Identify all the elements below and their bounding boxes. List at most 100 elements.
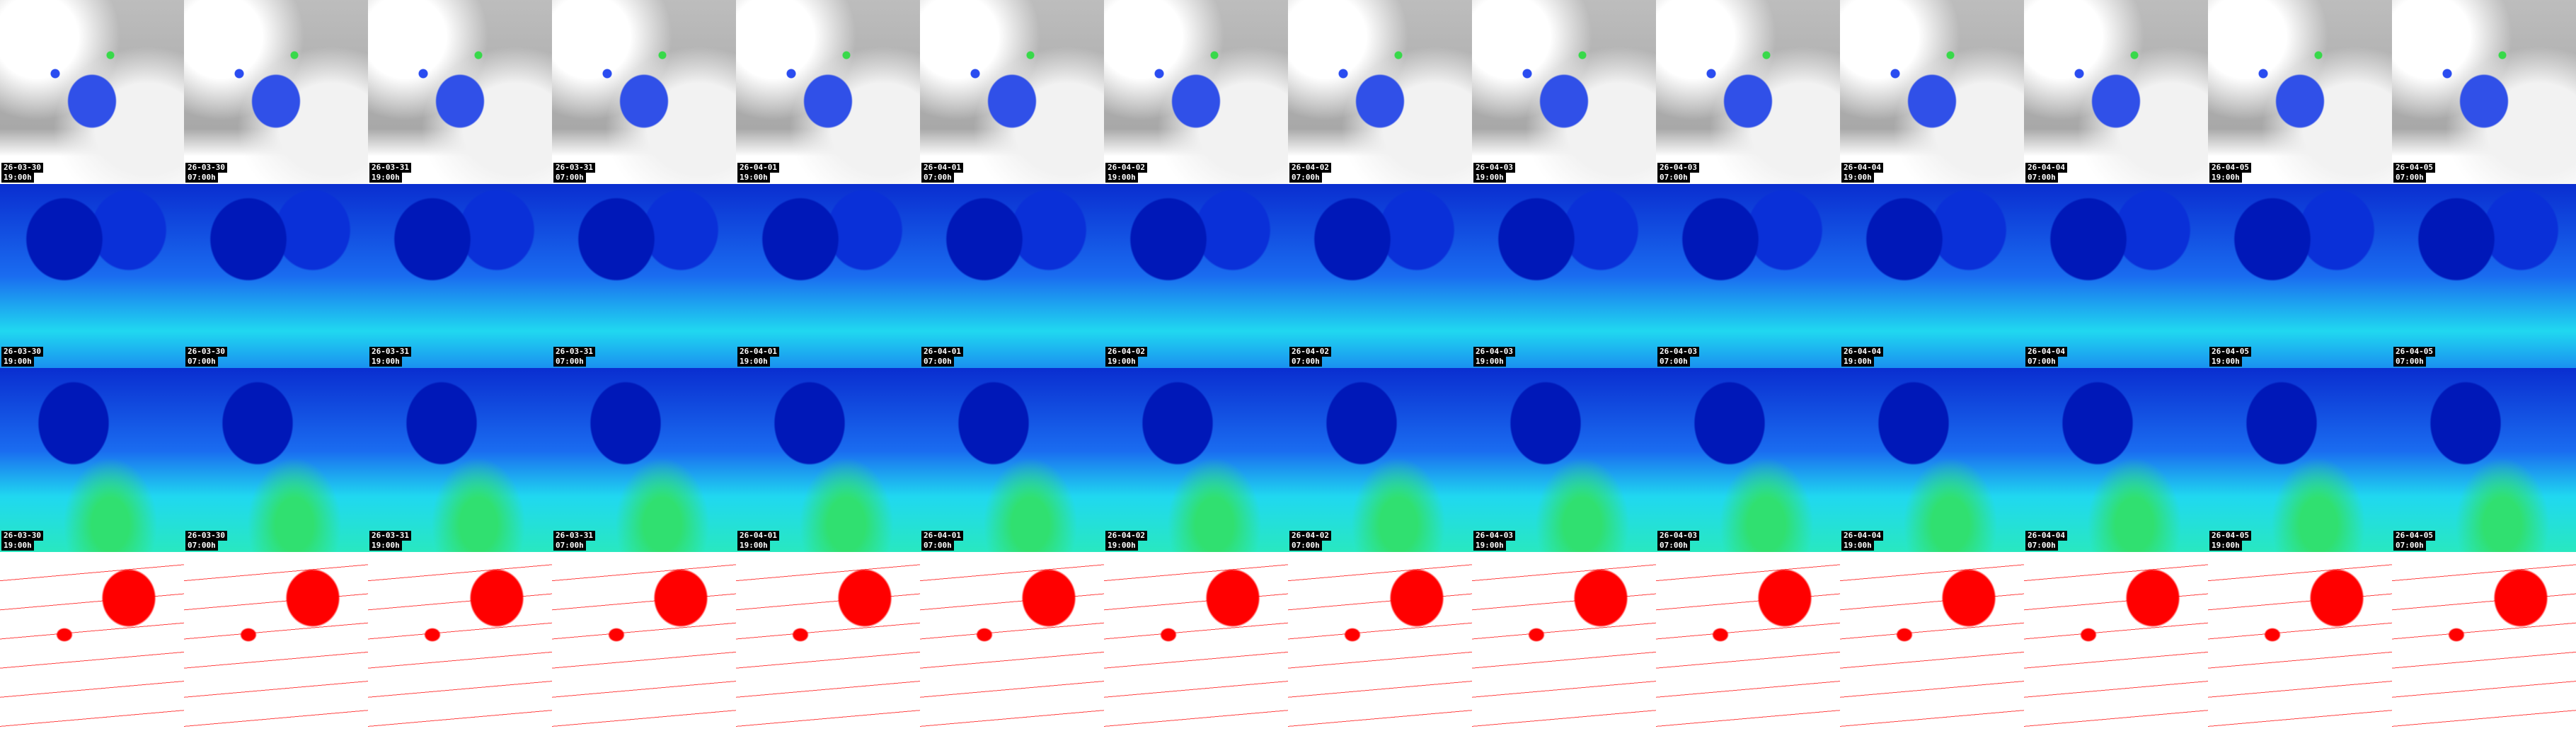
map-thumbnail[interactable]: 26-04-03 19:00h	[1472, 0, 1656, 184]
date-label: 26-04-04	[1841, 531, 1883, 541]
map-thumbnail[interactable]: 26-03-30 07:00h	[184, 0, 368, 184]
map-thumbnail[interactable]: 26-04-01 19:00h	[736, 368, 920, 552]
map-thumbnail[interactable]: 26-03-31 19:00h	[368, 368, 552, 552]
map-thumbnail[interactable]: 26-04-01 07:00h	[920, 184, 1104, 368]
map-thumbnail[interactable]: 26-04-03 07:00h	[1656, 184, 1840, 368]
time-label: 19:00h	[1841, 173, 1874, 183]
time-label: 19:00h	[1, 173, 34, 183]
date-label: 26-04-02	[1105, 531, 1147, 541]
map-thumbnail[interactable]: 26-04-03 19:00h	[1472, 368, 1656, 552]
map-thumbnail[interactable]: 26-04-02 19:00h	[1104, 184, 1288, 368]
map-thumbnail[interactable]: 26-03-31 19:00h	[368, 0, 552, 184]
map-thumbnail[interactable]	[920, 552, 1104, 736]
map-thumbnail[interactable]: 26-04-03 07:00h	[1656, 0, 1840, 184]
map-thumbnail[interactable]: 26-04-02 07:00h	[1288, 184, 1472, 368]
date-label: 26-04-03	[1657, 347, 1699, 357]
date-label: 26-03-31	[553, 531, 595, 541]
map-thumbnail[interactable]: 26-04-02 19:00h	[1104, 0, 1288, 184]
map-thumbnail[interactable]: 26-04-01 07:00h	[920, 0, 1104, 184]
map-thumbnail[interactable]: 26-03-30 19:00h	[0, 368, 184, 552]
map-thumbnail[interactable]	[736, 552, 920, 736]
map-thumbnail[interactable]: 26-04-05 19:00h	[2208, 0, 2392, 184]
time-label: 07:00h	[2393, 173, 2426, 183]
time-label: 19:00h	[1473, 357, 1506, 367]
date-label: 26-04-03	[1473, 347, 1515, 357]
date-label: 26-04-04	[2025, 531, 2067, 541]
time-label: 19:00h	[737, 541, 770, 551]
date-label: 26-03-31	[553, 163, 595, 173]
time-label: 07:00h	[553, 357, 586, 367]
date-label: 26-03-30	[185, 347, 227, 357]
map-thumbnail[interactable]	[2208, 552, 2392, 736]
time-label: 07:00h	[185, 357, 218, 367]
date-label: 26-04-01	[921, 531, 963, 541]
map-thumbnail[interactable]	[1656, 552, 1840, 736]
date-label: 26-04-05	[2393, 347, 2435, 357]
map-thumbnail[interactable]: 26-03-31 19:00h	[368, 184, 552, 368]
map-thumbnail[interactable]: 26-04-02 07:00h	[1288, 0, 1472, 184]
map-thumbnail[interactable]: 26-04-05 07:00h	[2392, 0, 2576, 184]
time-label: 07:00h	[921, 541, 954, 551]
map-thumbnail[interactable]	[184, 552, 368, 736]
map-thumbnail[interactable]	[552, 552, 736, 736]
map-thumbnail[interactable]	[1288, 552, 1472, 736]
map-thumbnail[interactable]: 26-04-04 07:00h	[2024, 368, 2208, 552]
date-label: 26-04-03	[1657, 163, 1699, 173]
date-label: 26-03-30	[1, 531, 43, 541]
map-thumbnail[interactable]: 26-04-04 19:00h	[1840, 184, 2024, 368]
time-label: 19:00h	[369, 357, 402, 367]
date-label: 26-04-01	[737, 163, 779, 173]
map-thumbnail[interactable]	[1472, 552, 1656, 736]
time-label: 07:00h	[2025, 357, 2058, 367]
map-thumbnail[interactable]	[0, 552, 184, 736]
map-thumbnail[interactable]: 26-04-01 19:00h	[736, 184, 920, 368]
time-label: 07:00h	[185, 541, 218, 551]
map-thumbnail[interactable]	[1104, 552, 1288, 736]
time-label: 19:00h	[1105, 541, 1138, 551]
map-thumbnail[interactable]	[2392, 552, 2576, 736]
map-thumbnail[interactable]: 26-04-05 07:00h	[2392, 184, 2576, 368]
map-thumbnail[interactable]: 26-04-02 07:00h	[1288, 368, 1472, 552]
map-thumbnail[interactable]: 26-04-05 07:00h	[2392, 368, 2576, 552]
date-label: 26-03-31	[553, 347, 595, 357]
map-thumbnail[interactable]: 26-04-05 19:00h	[2208, 368, 2392, 552]
map-thumbnail[interactable]: 26-04-01 19:00h	[736, 0, 920, 184]
date-label: 26-04-01	[921, 163, 963, 173]
map-thumbnail[interactable]	[1840, 552, 2024, 736]
map-thumbnail[interactable]: 26-03-31 07:00h	[552, 184, 736, 368]
date-label: 26-04-04	[1841, 347, 1883, 357]
time-label: 19:00h	[2209, 173, 2242, 183]
date-label: 26-04-02	[1105, 163, 1147, 173]
map-thumbnail[interactable]	[368, 552, 552, 736]
time-label: 19:00h	[1105, 173, 1138, 183]
time-label: 07:00h	[2393, 357, 2426, 367]
map-thumbnail[interactable]: 26-04-01 07:00h	[920, 368, 1104, 552]
map-thumbnail[interactable]: 26-03-30 07:00h	[184, 184, 368, 368]
map-thumbnail[interactable]: 26-03-31 07:00h	[552, 0, 736, 184]
time-label: 19:00h	[1841, 357, 1874, 367]
time-label: 19:00h	[1, 357, 34, 367]
time-label: 07:00h	[1289, 541, 1322, 551]
date-label: 26-03-30	[1, 347, 43, 357]
time-label: 07:00h	[1289, 173, 1322, 183]
map-thumbnail[interactable]: 26-04-04 19:00h	[1840, 368, 2024, 552]
time-label: 19:00h	[1473, 541, 1506, 551]
date-label: 26-04-03	[1473, 531, 1515, 541]
map-thumbnail[interactable]: 26-04-04 07:00h	[2024, 184, 2208, 368]
map-thumbnail[interactable]: 26-04-03 19:00h	[1472, 184, 1656, 368]
map-thumbnail[interactable]: 26-04-04 07:00h	[2024, 0, 2208, 184]
map-thumbnail[interactable]: 26-03-30 07:00h	[184, 368, 368, 552]
time-label: 19:00h	[1, 541, 34, 551]
map-thumbnail[interactable]: 26-04-03 07:00h	[1656, 368, 1840, 552]
map-thumbnail[interactable]: 26-03-30 19:00h	[0, 184, 184, 368]
map-thumbnail[interactable]: 26-03-31 07:00h	[552, 368, 736, 552]
map-thumbnail[interactable]: 26-03-30 19:00h	[0, 0, 184, 184]
map-thumbnail[interactable]	[2024, 552, 2208, 736]
time-label: 07:00h	[553, 173, 586, 183]
date-label: 26-04-01	[737, 531, 779, 541]
date-label: 26-03-30	[185, 163, 227, 173]
map-thumbnail[interactable]: 26-04-05 19:00h	[2208, 184, 2392, 368]
map-thumbnail[interactable]: 26-04-04 19:00h	[1840, 0, 2024, 184]
map-thumbnail[interactable]: 26-04-02 19:00h	[1104, 368, 1288, 552]
